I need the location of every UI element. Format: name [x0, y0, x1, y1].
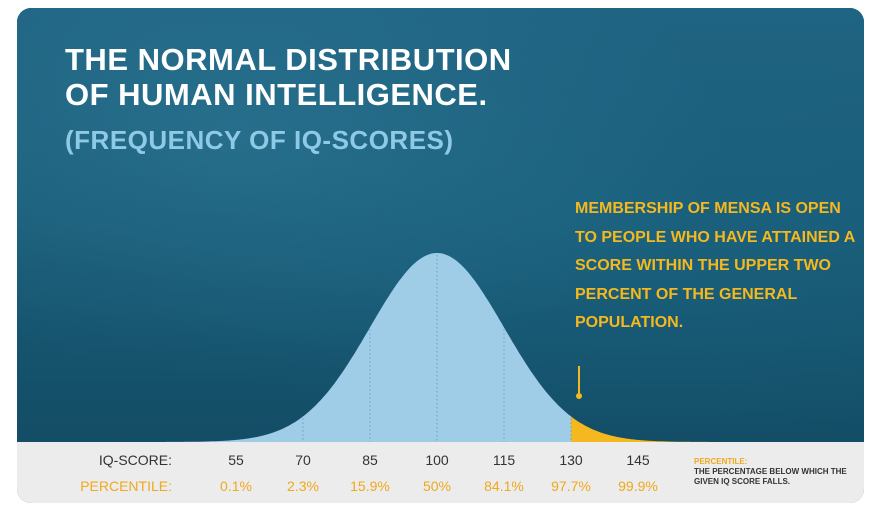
- title-line-2: OF HUMAN INTELLIGENCE.: [65, 77, 488, 112]
- distribution-curve: [135, 253, 571, 442]
- mensa-tail-area: [571, 416, 739, 442]
- iq-tick-label: 85: [362, 452, 378, 468]
- iq-tick-label: 145: [626, 452, 650, 468]
- title-line-1: THE NORMAL DISTRIBUTION: [65, 42, 512, 77]
- axis-band: [17, 442, 864, 503]
- legend-heading: PERCENTILE:: [694, 457, 748, 466]
- mensa-annotation: MEMBERSHIP OF MENSA IS OPEN TO PEOPLE WH…: [575, 200, 855, 331]
- percentile-label: 50%: [422, 478, 452, 494]
- percentile-label: 2.3%: [287, 478, 319, 494]
- percentile-label: 97.7%: [551, 478, 591, 494]
- percentile-label: 99.9%: [618, 478, 658, 494]
- percentile-label: 0.1%: [220, 478, 252, 494]
- iq-tick-label: 100: [425, 452, 449, 468]
- iq-tick-label: 70: [295, 452, 311, 468]
- iq-tick-label: 130: [559, 452, 583, 468]
- percentile-label: 15.9%: [350, 478, 390, 494]
- chart-subtitle: (FREQUENCY OF IQ-SCORES): [65, 125, 454, 155]
- legend-text: THE PERCENTAGE BELOW WHICH THE GIVEN IQ …: [694, 467, 847, 486]
- iq-score-row-label: IQ-SCORE:: [98, 452, 172, 468]
- iq-tick-label: 115: [492, 452, 516, 468]
- percentile-row-label: PERCENTILE:: [80, 478, 172, 494]
- chart-title: THE NORMAL DISTRIBUTION OF HUMAN INTELLI…: [65, 42, 512, 112]
- percentile-label: 84.1%: [484, 478, 524, 494]
- infographic-card: THE NORMAL DISTRIBUTION OF HUMAN INTELLI…: [17, 8, 864, 503]
- distribution-plot: [135, 253, 739, 442]
- iq-tick-label: 55: [228, 452, 244, 468]
- annotation-pointer-dot: [576, 393, 582, 399]
